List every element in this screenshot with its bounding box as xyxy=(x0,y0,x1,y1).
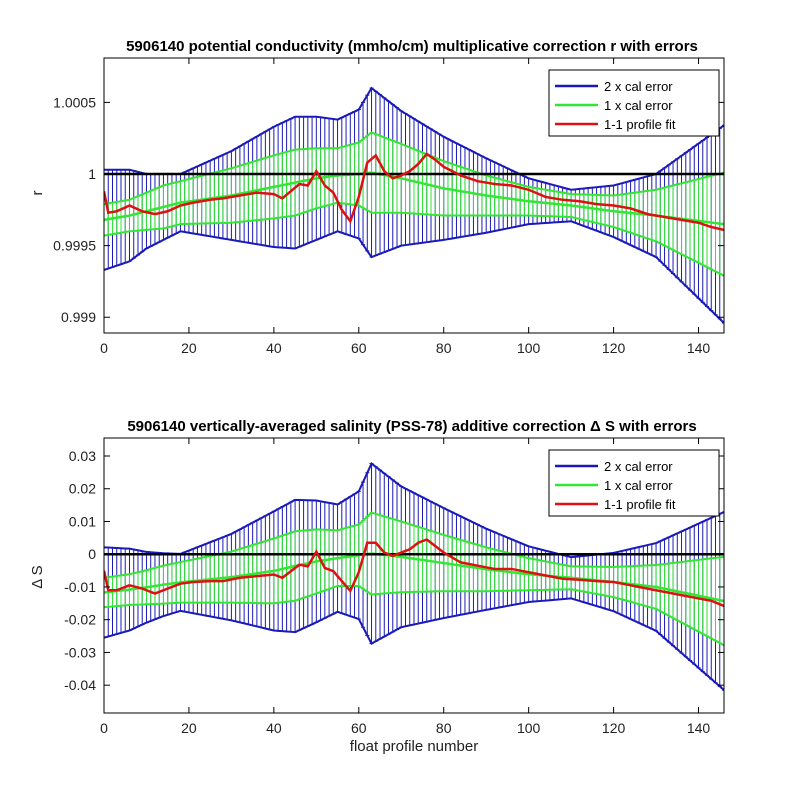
legend-label-two-cal: 2 x cal error xyxy=(604,79,673,94)
y-tick-label: 0.01 xyxy=(69,513,96,529)
chart-title: 5906140 vertically-averaged salinity (PS… xyxy=(127,418,696,435)
y-tick-label: 0.9995 xyxy=(53,238,96,254)
y-axis-label: r xyxy=(29,191,46,196)
x-tick-label: 0 xyxy=(100,720,108,736)
x-tick-label: 60 xyxy=(351,340,367,356)
fit-center-line xyxy=(104,171,724,226)
y-tick-label: 0.03 xyxy=(69,448,96,464)
x-tick-label: 0 xyxy=(100,340,108,356)
legend-label-two-cal: 2 x cal error xyxy=(604,459,673,474)
x-tick-label: 80 xyxy=(436,340,452,356)
x-tick-label: 20 xyxy=(181,720,197,736)
two-cal-error-lower xyxy=(104,597,724,691)
chart-title: 5906140 potential conductivity (mmho/cm)… xyxy=(126,38,698,55)
x-tick-label: 80 xyxy=(436,720,452,736)
profile-fit-line xyxy=(104,152,724,232)
two-cal-error-lower xyxy=(104,220,724,324)
axes: 0 20 40 60 80 100 120 140 0.999 0.9995 1 1.0005 xyxy=(53,57,725,356)
axes: 0 20 40 60 80 100 120 140 -0.04 -0.03 -0.02 -0.01 0 0… xyxy=(64,437,725,736)
legend-label-profile-fit: 1-1 profile fit xyxy=(604,117,676,132)
one-cal-error-lower xyxy=(104,201,724,277)
x-tick-label: 120 xyxy=(602,720,626,736)
y-tick-label: 0.999 xyxy=(61,309,96,325)
y-tick-label: -0.02 xyxy=(64,612,96,628)
axes-frame xyxy=(103,437,725,714)
profile-fit-line xyxy=(104,538,724,608)
x-tick-label: 140 xyxy=(687,720,711,736)
plot-content xyxy=(104,461,724,691)
y-tick-label: 1.0005 xyxy=(53,94,96,110)
y-tick-label: -0.04 xyxy=(64,677,96,693)
y-tick-label: -0.03 xyxy=(64,644,96,660)
plot-content xyxy=(104,86,724,324)
legend: 2 x cal error 1 x cal error 1-1 profile … xyxy=(548,449,720,517)
x-tick-label: 100 xyxy=(517,720,541,736)
x-tick-label: 120 xyxy=(602,340,626,356)
x-tick-label: 100 xyxy=(517,340,541,356)
plot-area: 0 20 40 60 80 100 120 140 0.999 0.9995 1 1.0005 xyxy=(53,57,725,356)
one-cal-error-upper xyxy=(104,511,724,579)
x-tick-label: 140 xyxy=(687,340,711,356)
chart-delta-s-correction: 5906140 vertically-averaged salinity (PS… xyxy=(29,418,725,755)
legend-label-one-cal: 1 x cal error xyxy=(604,478,673,493)
y-tick-label: 0 xyxy=(88,546,96,562)
x-tick-label: 20 xyxy=(181,340,197,356)
y-tick-label: -0.01 xyxy=(64,579,96,595)
x-tick-label: 60 xyxy=(351,720,367,736)
two-cal-error-upper xyxy=(104,461,724,559)
axes-frame xyxy=(103,57,725,334)
y-tick-label: 1 xyxy=(88,166,96,182)
legend: 2 x cal error 1 x cal error 1-1 profile … xyxy=(548,69,720,137)
x-axis-label: float profile number xyxy=(350,738,478,755)
two-cal-error-upper xyxy=(104,86,724,191)
chart-r-correction: 5906140 potential conductivity (mmho/cm)… xyxy=(29,38,725,356)
legend-label-profile-fit: 1-1 profile fit xyxy=(604,497,676,512)
y-tick-label: 0.02 xyxy=(69,481,96,497)
x-tick-label: 40 xyxy=(266,340,282,356)
x-tick-label: 40 xyxy=(266,720,282,736)
one-cal-error-lower xyxy=(104,584,724,647)
legend-label-one-cal: 1 x cal error xyxy=(604,98,673,113)
y-axis-label: Δ S xyxy=(29,565,46,588)
plot-area: 0 20 40 60 80 100 120 140 -0.04 -0.03 -0.02 -0.01 0 0… xyxy=(64,437,725,736)
